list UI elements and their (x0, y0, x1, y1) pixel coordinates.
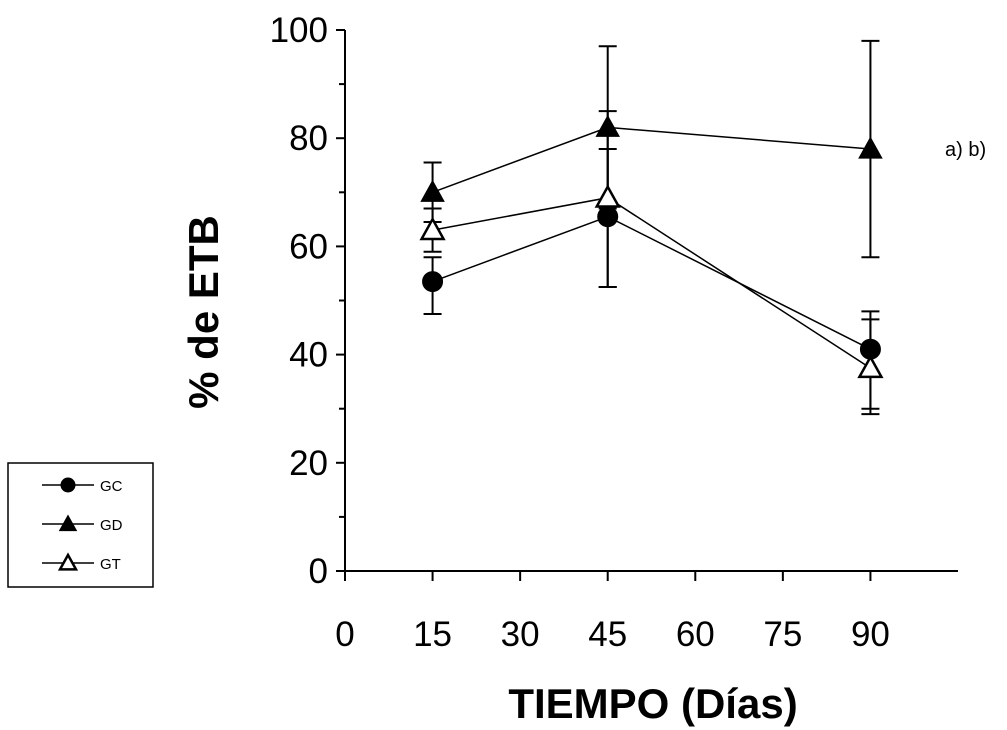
y-tick-label: 60 (289, 227, 328, 266)
legend-marker-gd (58, 514, 78, 532)
legend-marker-gt (57, 552, 79, 571)
legend-label-gd: GD (100, 517, 123, 534)
x-tick-label: 15 (413, 615, 452, 654)
legend-label-gc: GC (100, 478, 123, 495)
y-tick-label: 20 (289, 444, 328, 483)
data-point (422, 271, 444, 293)
y-tick-label: 100 (270, 11, 328, 50)
x-tick-label: 30 (501, 615, 540, 654)
y-tick-label: 40 (289, 336, 328, 375)
legend-box (7, 462, 154, 588)
legend-marker-gc (60, 477, 76, 493)
x-tick-label: 90 (851, 615, 890, 654)
data-point (857, 354, 884, 379)
series-layer (419, 39, 884, 416)
data-point (594, 184, 621, 208)
y-tick-label: 80 (289, 119, 328, 158)
y-axis-title: % de ETB (180, 215, 227, 409)
series-gc (422, 148, 881, 410)
data-point (420, 179, 445, 202)
series-line (432, 215, 871, 350)
y-tick-label: 0 (309, 552, 328, 591)
axes: 0 20 40 60 80 100 0 15 30 45 60 75 90 (270, 11, 958, 654)
data-point (858, 136, 883, 159)
series-gt (419, 110, 884, 416)
x-axis-title: TIEMPO (Días) (508, 680, 797, 727)
data-point (419, 216, 446, 241)
x-tick-label: 0 (335, 615, 354, 654)
legend: GC GD GT (7, 462, 154, 588)
series-line (432, 196, 871, 369)
x-tick-label: 75 (763, 615, 802, 654)
x-tick-label: 45 (588, 615, 627, 654)
series-line (432, 126, 871, 194)
series-gd (420, 39, 883, 259)
legend-label-gt: GT (100, 556, 121, 573)
annotation-text: a) b) (945, 139, 986, 161)
x-tick-label: 60 (676, 615, 715, 654)
